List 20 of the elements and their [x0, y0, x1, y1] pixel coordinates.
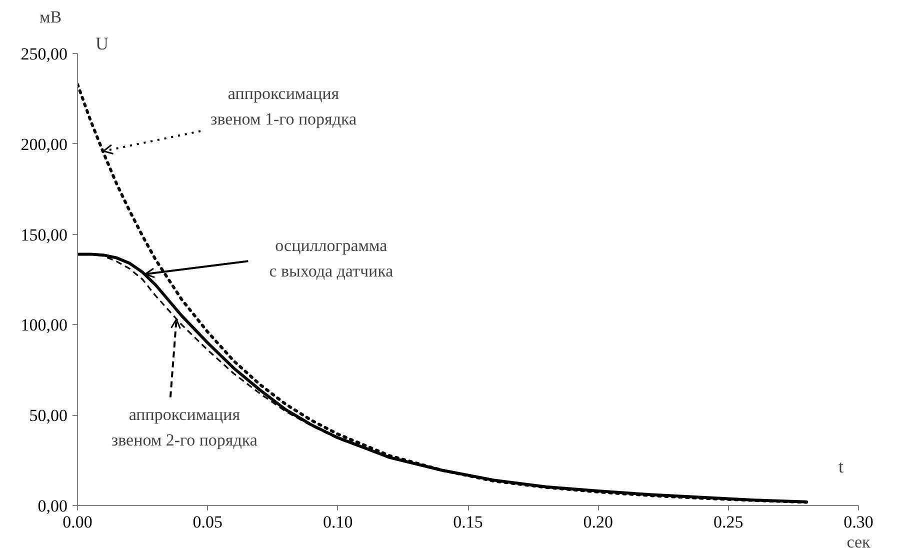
x-axis-title: t [838, 456, 844, 476]
x-tick-label: 0.15 [453, 512, 483, 532]
y-tick-label: 0,00 [38, 496, 68, 516]
y-tick-label: 100,00 [20, 316, 68, 335]
x-tick-label: 0.00 [62, 512, 92, 532]
y-tick-label: 200,00 [20, 134, 68, 154]
annotation: аппроксимация звеном 2-го порядка [111, 404, 258, 450]
annotation: аппроксимация звеном 1-го порядка [210, 84, 358, 128]
x-tick-label: 0.30 [844, 512, 874, 532]
y-tick-label: 250,00 [20, 44, 68, 64]
y-axis-title: U [96, 34, 108, 54]
x-tick-label: 0.25 [713, 512, 744, 532]
y-tick-label: 50,00 [29, 406, 68, 426]
x-tick-label: 0.05 [192, 512, 223, 532]
text: мВ [40, 8, 62, 26]
x-tick-label: 0.20 [583, 512, 614, 532]
x-tick-label: 0.10 [322, 512, 353, 532]
y-tick-label: 150,00 [20, 225, 68, 244]
text: сек [846, 532, 872, 552]
annotation: осциллограмма с выхода датчика [269, 236, 394, 280]
